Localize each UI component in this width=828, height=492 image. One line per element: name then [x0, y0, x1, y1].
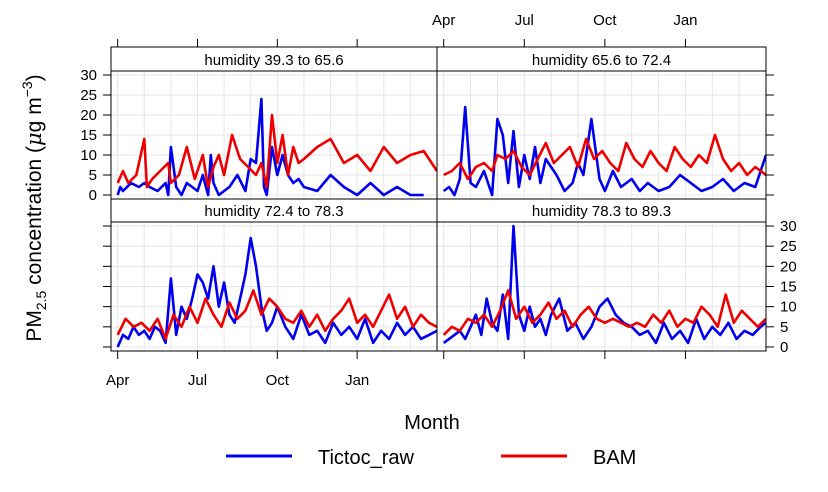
legend-item-tictoc_raw: Tictoc_raw	[226, 447, 415, 469]
series-line-tictoc_raw	[116, 97, 424, 197]
y-tick-label-right: 10	[780, 299, 797, 316]
y-tick-label-left: 25	[80, 87, 97, 104]
y-tick-label-left: 5	[89, 167, 97, 184]
series-line-tictoc_raw	[116, 236, 437, 348]
legend-label: BAM	[593, 447, 636, 469]
x-tick-label-top: Oct	[593, 12, 617, 29]
x-tick-label-top: Apr	[432, 12, 455, 29]
y-tick-label-left: 10	[80, 147, 97, 164]
x-tick-label-bottom: Jul	[188, 372, 207, 389]
panel-series	[116, 97, 437, 197]
y-tick-label-right: 25	[780, 238, 797, 255]
x-tick-label-top: Jul	[515, 12, 534, 29]
y-tick-label-left: 30	[80, 67, 97, 84]
y-axis-title-rest: concentration (	[23, 146, 46, 291]
panel-1: humidity 39.3 to 65.6	[110, 46, 438, 200]
x-axis-title: Month	[404, 412, 460, 434]
y-axis-title-sub: 2.5	[33, 291, 49, 311]
y-tick-label-right: 0	[780, 339, 788, 356]
strip-title: humidity 65.6 to 72.4	[532, 52, 671, 69]
y-axis-title-main: PM	[23, 310, 46, 342]
y-axis-title: PM2.5 concentration (μg m−3)	[19, 74, 49, 341]
series-line-bam	[116, 289, 437, 341]
y-tick-label-left: 20	[80, 107, 97, 124]
x-tick-label-bottom: Jan	[345, 372, 369, 389]
legend-item-bam: BAM	[501, 447, 636, 469]
panel-series	[442, 224, 766, 345]
strip-title: humidity 72.4 to 78.3	[204, 203, 343, 220]
strip-title: humidity 78.3 to 89.3	[532, 203, 671, 220]
x-tick-label-top: Jan	[673, 12, 697, 29]
panel-4: humidity 78.3 to 89.3	[436, 198, 767, 352]
y-axis-title-sup: −3	[19, 81, 35, 97]
panel-3: humidity 72.4 to 78.3	[110, 198, 438, 352]
y-axis-title-mu: μ	[22, 132, 46, 146]
panel-series	[442, 105, 766, 197]
y-tick-label-right: 15	[780, 279, 797, 296]
y-tick-label-left: 15	[80, 127, 97, 144]
legend-label: Tictoc_raw	[318, 447, 415, 469]
axes-layer: Apr Jul Oct Jan Apr Jul Oct Jan 0 5 10 15 20 25 30 0 5 10…	[80, 12, 796, 389]
panel-series	[116, 236, 437, 348]
strip-title: humidity 39.3 to 65.6	[204, 52, 343, 69]
series-line-tictoc_raw	[442, 224, 766, 345]
series-line-bam	[443, 133, 766, 181]
y-axis-title-close: )	[23, 74, 46, 81]
panels-layer: humidity 39.3 to 65.6 humidity 65.6 to 72…	[110, 46, 767, 352]
y-axis-title-unit: g m	[23, 97, 46, 132]
y-tick-label-left: 0	[89, 187, 97, 204]
y-tick-label-right: 5	[780, 319, 788, 336]
x-tick-label-bottom: Apr	[106, 372, 129, 389]
x-tick-label-bottom: Oct	[266, 372, 290, 389]
y-tick-label-right: 30	[780, 218, 797, 235]
series-line-tictoc_raw	[442, 105, 766, 197]
panel-2: humidity 65.6 to 72.4	[436, 46, 767, 200]
legend: Tictoc_raw BAM	[226, 447, 636, 469]
y-tick-label-right: 20	[780, 258, 797, 275]
series-line-bam	[116, 113, 437, 189]
series-line-bam	[442, 289, 766, 336]
strip-background	[436, 46, 767, 72]
